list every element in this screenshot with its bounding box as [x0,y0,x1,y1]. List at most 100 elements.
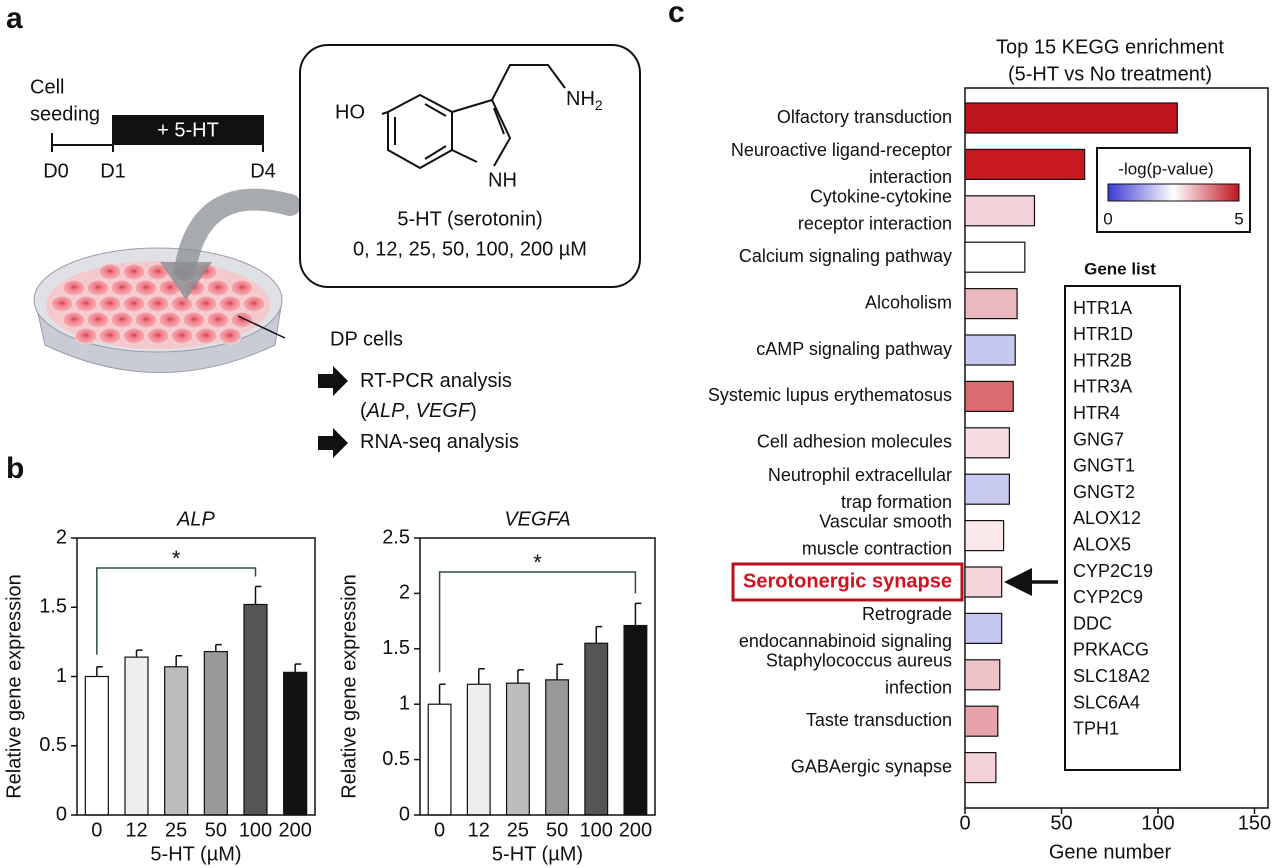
gene-name: HTR4 [1073,403,1120,423]
bar [964,705,999,737]
y-axis-label: Relative gene expression [3,574,25,799]
x-tick-label: 50 [546,819,568,841]
bar [964,427,1010,459]
y-tick-label: 2.5 [382,526,410,548]
cell [74,295,98,313]
chart-title: ALP [176,508,215,530]
category-label: Cell adhesion molecules [757,432,952,452]
treatment-label: + 5-HT [157,119,219,141]
x-tick-label: 200 [278,819,311,841]
panel-label: a [6,2,23,35]
panel-label: c [668,0,685,29]
bullet-arrow [318,366,348,396]
cell [146,295,170,313]
x-tick-label: 12 [468,819,490,841]
atom-label: NH [566,88,595,110]
significance-bracket [96,567,257,655]
bar [964,659,1001,691]
analysis-text: RNA-seq analysis [360,431,519,453]
process-arrow [174,188,301,281]
analysis-label: (ALP, VEGF) [360,400,477,422]
bar [584,642,609,816]
significance-label: * [533,550,542,575]
gene-name: HTR2B [1073,350,1132,370]
category-label: receptor interaction [798,214,952,234]
plot-frame [76,537,316,816]
colorbar-tick-label: 0 [1103,209,1112,228]
x-tick-label: 50 [205,819,227,841]
analysis-text: ( [360,400,367,422]
analysis-text: RT-PCR analysis [360,370,512,392]
category-label: Retrograde [862,604,952,624]
x-axis-label: 5-HT (µM) [150,843,241,865]
cell [170,295,194,313]
significance-label: * [172,546,181,571]
cell [110,279,134,297]
gene-name: HTR1A [1073,298,1132,318]
cell [206,311,230,329]
bar [964,473,1010,505]
category-label: Calcium signaling pathway [739,246,952,266]
category-label: infection [885,678,952,698]
cell [62,311,86,329]
atom-subscript: 2 [595,97,603,113]
gene-name: DDC [1073,613,1112,633]
cell [98,295,122,313]
category-label: Olfactory transduction [777,107,952,127]
category-label: trap formation [841,492,952,512]
cell [242,295,266,313]
analysis-label: RT-PCR analysis [360,370,512,392]
gene-name: TPH1 [1073,719,1119,739]
bar [964,566,1003,598]
y-tick-label: 2 [399,582,410,604]
cell [194,295,218,313]
bar [964,334,1016,366]
bar [243,603,268,816]
day-label: D1 [100,160,126,182]
x-tick-label: 100 [580,819,613,841]
cells-label: DP cells [330,328,403,350]
x-tick-label: 0 [91,819,102,841]
cell [122,295,146,313]
gene-name: SLC6A4 [1073,692,1140,712]
bar [964,380,1014,412]
x-tick-label: 200 [619,819,652,841]
x-axis-label: 5-HT (µM) [492,843,583,865]
cell [86,279,110,297]
treatment-box [113,115,263,145]
x-tick-label: 25 [507,819,529,841]
cell [50,295,74,313]
cell [206,279,230,297]
gene-name: ALOX5 [1073,534,1131,554]
x-tick-label: 100 [239,819,272,841]
cell [218,295,242,313]
colorbar-tick-label: 5 [1234,209,1243,228]
analysis-text: ) [470,400,477,422]
plot-frame [419,537,656,816]
highlighted-category: Serotonergic synapse [743,570,952,592]
x-tick-label: 12 [125,819,147,841]
bullet-arrow [318,428,348,458]
y-tick-label: 1 [399,692,410,714]
cell [230,311,254,329]
panel-a: a Cell seeding + 5-HT D0 D1 D4 [6,2,641,458]
day-label: D0 [43,160,69,182]
bar [964,612,1003,645]
cell [170,327,194,345]
process-arrowhead [160,262,212,300]
colorbar [1107,183,1240,202]
molecule-name: 5-HT (serotonin) [397,208,542,230]
y-tick-label: 0 [399,803,410,825]
gene-name: CYP2C19 [1073,561,1153,581]
y-tick-label: 0.5 [39,734,67,756]
atom-label: HO [335,101,365,123]
category-label: Neutrophil extracellular [768,465,952,485]
highlight-box [731,562,964,602]
culture-dish [33,188,301,373]
molecule-structure [381,64,566,170]
chart-title: VEGFA [504,508,570,530]
x-tick-label: 25 [165,819,187,841]
gene-list-title: Gene list [1084,259,1156,278]
category-label: interaction [869,167,952,187]
day-label: D4 [250,160,276,182]
